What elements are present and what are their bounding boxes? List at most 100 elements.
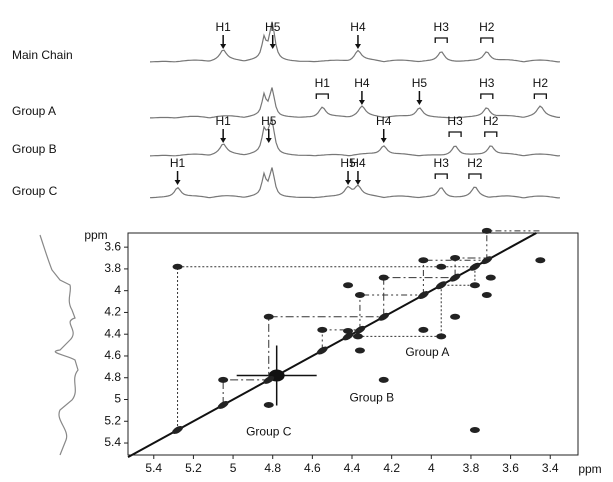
- arrow-head: [345, 180, 352, 185]
- peak-bracket: [434, 173, 448, 179]
- diagonal-peak: [263, 375, 275, 384]
- x-tick-label: 3.4: [542, 461, 559, 475]
- diagonal-peak: [417, 291, 429, 299]
- group-label: Group A: [405, 345, 449, 359]
- y-tick-label: 4.4: [104, 326, 121, 340]
- peak-label: H1: [215, 20, 231, 34]
- x-tick-label: 5.4: [145, 461, 162, 475]
- spectrum-trace: [149, 117, 561, 157]
- spectrum-trace: [149, 21, 561, 63]
- y-tick-label: 5: [114, 392, 121, 406]
- arrow-head: [220, 138, 227, 143]
- connectivity-line: [441, 266, 476, 286]
- connectivity-line: [348, 285, 442, 337]
- peak-bracket: [533, 93, 547, 99]
- peak-label: H2: [533, 76, 549, 90]
- x-tick-label: 5.2: [185, 461, 202, 475]
- diagonal-peak: [469, 262, 481, 271]
- trace-label: Main Chain: [12, 48, 73, 62]
- x-tick-label: 4.8: [264, 461, 281, 475]
- peak-label: H4: [350, 156, 366, 170]
- peak-label: H5: [412, 76, 428, 90]
- y-tick-label: 4.8: [104, 370, 121, 384]
- peak-label: H4: [354, 76, 370, 90]
- diagonal-peak: [172, 426, 183, 434]
- cross-peak: [378, 274, 389, 281]
- x-tick-label: 3.6: [502, 461, 519, 475]
- projection-trace: [39, 234, 79, 456]
- trace-label: Group C: [12, 184, 58, 198]
- cross-peak: [352, 333, 363, 340]
- cross-peak: [343, 282, 354, 289]
- connectivity-line: [268, 316, 384, 380]
- arrow-head: [380, 138, 387, 143]
- diagonal-peak: [217, 400, 229, 409]
- peak-label: H4: [376, 114, 392, 128]
- peak-label: H3: [434, 20, 450, 34]
- peak-label: H5: [340, 156, 356, 170]
- y-tick-label: 4.2: [104, 305, 121, 319]
- peak-label: H1: [215, 114, 231, 128]
- cross-peak: [354, 292, 365, 299]
- cross-peak: [450, 313, 461, 320]
- cross-peak: [485, 274, 496, 281]
- cross-peak: [263, 401, 274, 408]
- y-tick-label: 5.2: [104, 413, 121, 427]
- arrow-head: [354, 180, 361, 185]
- peak-bracket: [484, 131, 498, 137]
- diagonal-peak: [435, 281, 447, 290]
- spectrum-trace: [149, 167, 561, 199]
- x-tick-label: 4.4: [344, 461, 361, 475]
- diagonal-peak: [316, 346, 328, 355]
- cross-peak: [263, 313, 274, 320]
- y-tick-label: 4: [114, 283, 121, 297]
- peak-label: H3: [434, 156, 450, 170]
- peak-bracket: [480, 93, 494, 99]
- arrow-head: [265, 138, 272, 143]
- connectivity-line: [222, 379, 269, 405]
- group-label: Group B: [349, 391, 394, 405]
- trace-label: Group A: [12, 104, 56, 118]
- arrow-head: [220, 44, 227, 49]
- peak-bracket: [315, 93, 329, 99]
- diagonal-peak: [342, 332, 354, 341]
- arrow-head: [416, 100, 423, 105]
- cross-peak: [481, 292, 492, 299]
- x-tick-label: 5: [230, 461, 237, 475]
- x-tick-label: 4.6: [304, 461, 321, 475]
- cross-peak: [436, 263, 447, 270]
- x-axis-label: ppm: [578, 462, 601, 476]
- peak-bracket: [448, 131, 462, 137]
- cross-peak: [436, 333, 447, 340]
- y-tick-label: 5.4: [104, 435, 121, 449]
- x-tick-label: 4.2: [383, 461, 400, 475]
- group-label: Group C: [246, 424, 292, 438]
- arrow-head: [269, 44, 276, 49]
- y-tick-label: 4.6: [104, 348, 121, 362]
- cross-peak: [481, 227, 492, 234]
- arrow-head: [358, 100, 365, 105]
- cross-peak: [418, 257, 429, 264]
- cross-peak: [317, 326, 328, 333]
- arrow-head: [354, 44, 361, 49]
- y-axis-label: ppm: [84, 228, 107, 242]
- y-tick-label: 3.6: [104, 239, 121, 253]
- peak-label: H2: [479, 20, 495, 34]
- peak-bracket: [480, 37, 494, 43]
- peak-label: H5: [265, 20, 281, 34]
- cross-peak: [535, 257, 546, 264]
- arrow-head: [174, 180, 181, 185]
- cross-peak: [172, 263, 183, 270]
- cross-peak: [469, 426, 480, 433]
- peak-label: H3: [447, 114, 463, 128]
- cross-peak: [354, 347, 365, 354]
- peak-label: H2: [483, 114, 499, 128]
- cross-peak: [218, 376, 229, 383]
- diagonal-peak: [378, 312, 390, 321]
- x-tick-label: 4: [428, 461, 435, 475]
- peak-label: H3: [479, 76, 495, 90]
- diagonal: [127, 232, 537, 459]
- y-tick-label: 3.8: [104, 261, 121, 275]
- peak-bracket: [434, 37, 448, 43]
